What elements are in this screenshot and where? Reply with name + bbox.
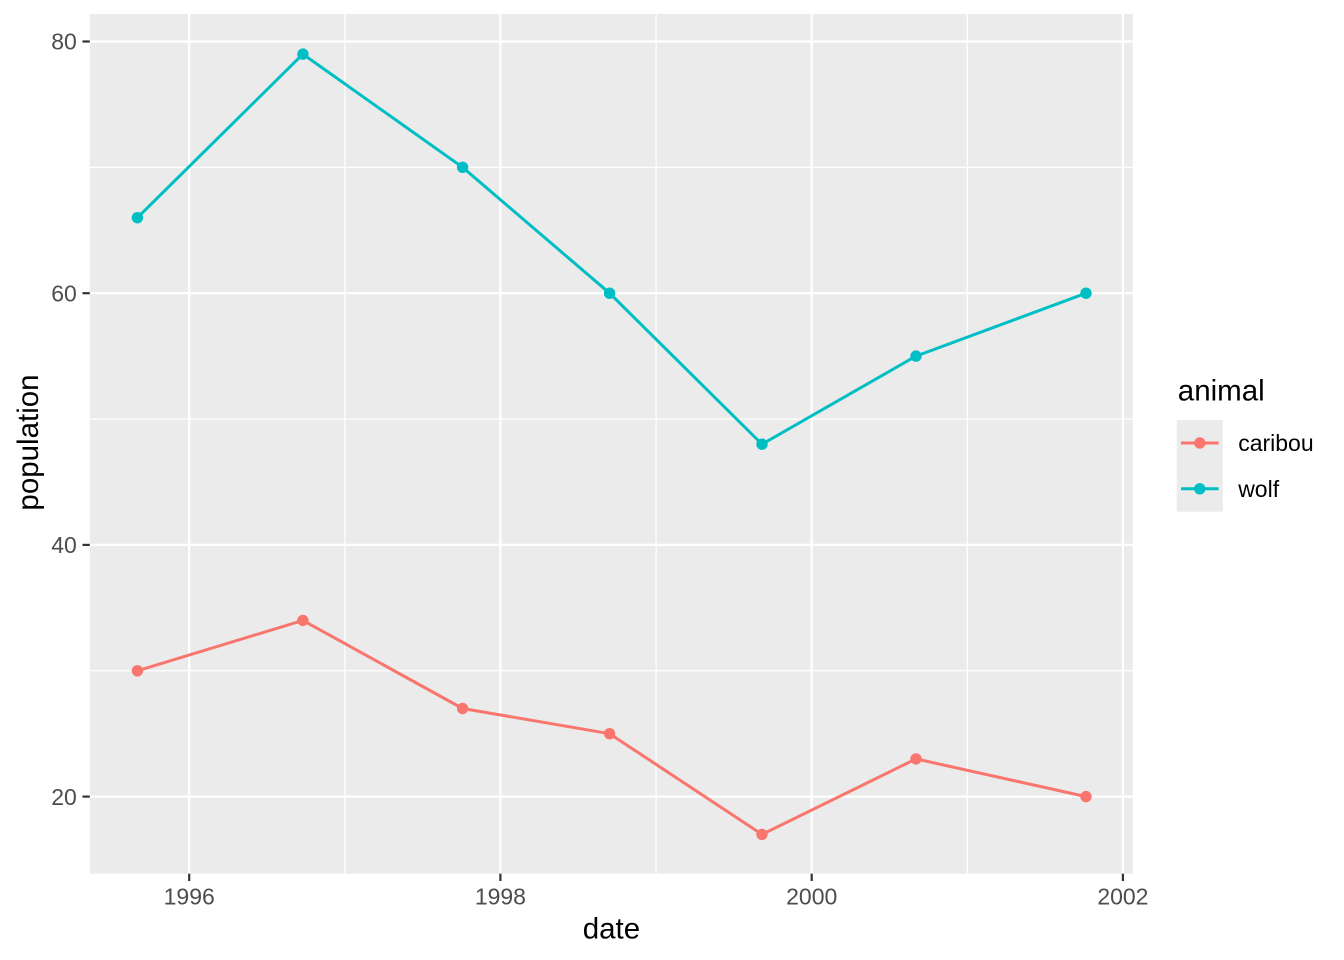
svg-text:caribou: caribou [1238,430,1313,456]
svg-text:1998: 1998 [475,884,526,910]
svg-text:2000: 2000 [786,884,837,910]
svg-text:wolf: wolf [1237,476,1280,502]
svg-text:date: date [583,913,640,946]
svg-text:80: 80 [51,29,77,55]
svg-text:60: 60 [51,280,77,306]
svg-text:40: 40 [51,532,77,558]
svg-text:animal: animal [1178,374,1265,407]
svg-text:population: population [12,374,45,510]
svg-text:1996: 1996 [164,884,215,910]
svg-text:2002: 2002 [1097,884,1148,910]
svg-text:20: 20 [51,784,77,810]
